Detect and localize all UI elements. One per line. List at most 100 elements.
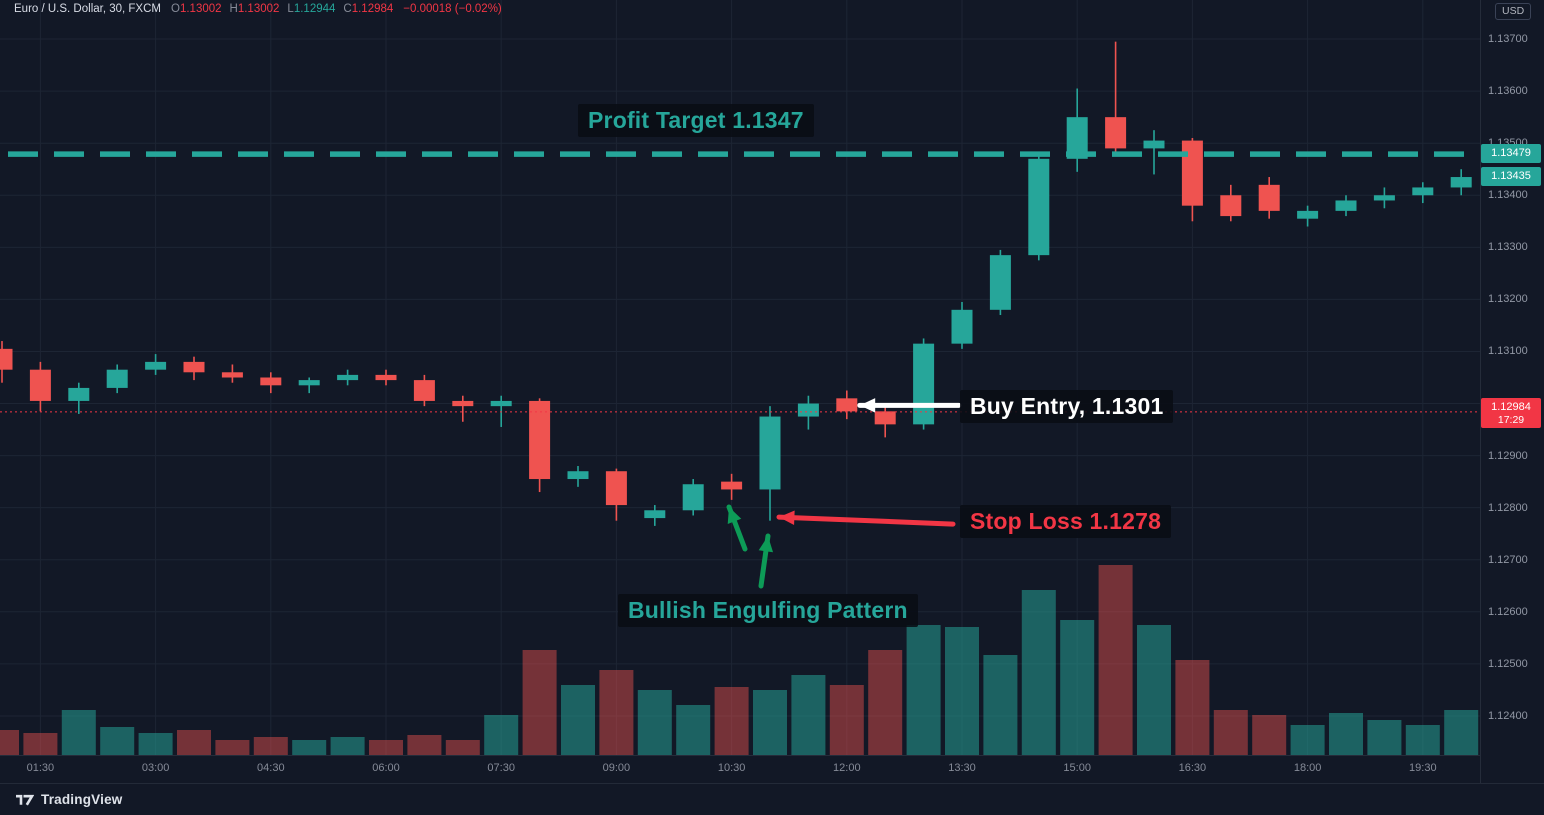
candle-body bbox=[375, 374, 397, 381]
volume-bar bbox=[215, 740, 250, 755]
volume-bar bbox=[292, 740, 327, 755]
volume-bar bbox=[1060, 620, 1095, 755]
bullish-engulfing-label: Bullish Engulfing Pattern bbox=[618, 594, 918, 627]
candle-body bbox=[29, 369, 51, 401]
candle-body bbox=[989, 255, 1011, 310]
candle-body bbox=[1297, 210, 1319, 219]
candle-body bbox=[1373, 195, 1395, 201]
price-tick-label: 1.12500 bbox=[1488, 657, 1528, 670]
candle-body bbox=[1066, 117, 1088, 159]
candle-body bbox=[874, 411, 896, 425]
candlestick-chart-canvas[interactable] bbox=[0, 0, 1480, 755]
price-badge: 1.12984 17:29 bbox=[1481, 397, 1541, 428]
candle-body bbox=[221, 372, 243, 378]
volume-bar bbox=[23, 733, 58, 755]
buy-entry-label: Buy Entry, 1.1301 bbox=[960, 390, 1174, 423]
price-change: −0.00018 (−0.02%) bbox=[403, 3, 502, 15]
price-tick-label: 1.12600 bbox=[1488, 605, 1528, 618]
volume-bar bbox=[791, 675, 826, 755]
volume-bar bbox=[1021, 590, 1056, 755]
volume-bar bbox=[1290, 725, 1325, 755]
time-tick-label: 19:30 bbox=[1409, 762, 1437, 774]
price-countdown: 17:29 bbox=[1497, 413, 1525, 426]
volume-bar bbox=[1213, 710, 1248, 755]
price-badge[interactable]: 1.13435 bbox=[1481, 167, 1541, 187]
ohlc-open: O1.13002 bbox=[171, 3, 222, 15]
engulfing-arrow-head bbox=[727, 507, 742, 524]
price-tick-label: 1.12400 bbox=[1488, 709, 1528, 722]
volume-bar bbox=[177, 730, 211, 755]
time-tick-label: 01:30 bbox=[26, 762, 55, 774]
volume-bar bbox=[407, 735, 442, 755]
volume-bar bbox=[100, 727, 135, 755]
currency-badge[interactable]: USD bbox=[1495, 3, 1532, 20]
candle-body bbox=[951, 309, 973, 344]
candle-body bbox=[644, 510, 666, 519]
symbol-title[interactable]: Euro / U.S. Dollar, 30, FXCM bbox=[14, 3, 161, 15]
time-tick-label: 06:00 bbox=[372, 762, 400, 774]
ohlc-close: C1.12984 bbox=[343, 3, 394, 15]
volume-bar bbox=[1329, 713, 1363, 755]
time-tick-label: 15:00 bbox=[1063, 762, 1091, 774]
time-tick-label: 16:30 bbox=[1178, 762, 1207, 774]
volume-bar bbox=[1444, 710, 1479, 755]
candle-body bbox=[1258, 184, 1280, 211]
price-tick-label: 1.13700 bbox=[1488, 33, 1528, 46]
candle-body bbox=[183, 361, 205, 373]
volume-bar bbox=[906, 625, 941, 755]
price-tick-label: 1.13300 bbox=[1488, 241, 1528, 254]
tradingview-logo-icon[interactable] bbox=[14, 793, 34, 807]
candle-body bbox=[145, 361, 167, 370]
candle-body bbox=[797, 403, 819, 417]
ohlc-high: H1.13002 bbox=[229, 3, 280, 15]
volume-bar bbox=[676, 705, 711, 755]
time-tick-label: 12:00 bbox=[833, 762, 861, 774]
volume-bar bbox=[369, 740, 403, 755]
stop-loss-arrow bbox=[776, 514, 956, 527]
volume-bar bbox=[522, 650, 557, 755]
tradingview-brand[interactable]: TradingView bbox=[41, 792, 123, 807]
candle-body bbox=[1105, 117, 1127, 149]
volume-bar bbox=[138, 733, 173, 755]
candle-body bbox=[68, 387, 90, 401]
volume-bar bbox=[0, 730, 19, 755]
candle-body bbox=[605, 471, 627, 506]
price-axis[interactable]: USD 1.137001.136001.135001.134001.133001… bbox=[1480, 0, 1544, 783]
candle-body bbox=[1450, 177, 1472, 188]
stop-loss-arrow-head bbox=[779, 510, 795, 525]
volume-bar bbox=[1367, 720, 1402, 755]
volume-bar bbox=[561, 685, 595, 755]
price-tick-label: 1.13400 bbox=[1488, 189, 1528, 202]
time-axis[interactable]: 01:30 03:00 04:30 06:00 07:30 09:00 10:30 12:00… bbox=[0, 755, 1480, 783]
candle-body bbox=[260, 377, 282, 386]
candle-body bbox=[490, 400, 512, 407]
candle-body bbox=[337, 374, 359, 381]
candle-body bbox=[106, 369, 128, 388]
candle-body bbox=[1220, 195, 1242, 217]
footer-bar: TradingView bbox=[0, 783, 1544, 815]
volume-bar bbox=[445, 740, 480, 755]
volume-bar bbox=[1137, 625, 1171, 755]
price-badge[interactable]: 1.13479 bbox=[1481, 144, 1541, 164]
volume-bar bbox=[253, 737, 288, 755]
symbol-header: Euro / U.S. Dollar, 30, FXCM O1.13002 H1… bbox=[14, 3, 502, 15]
volume-bar bbox=[945, 627, 979, 755]
volume-bar bbox=[714, 687, 749, 755]
price-tick-label: 1.12700 bbox=[1488, 553, 1528, 566]
time-tick-label: 07:30 bbox=[487, 762, 515, 774]
price-tick-label: 1.13200 bbox=[1488, 293, 1528, 306]
stop-loss-label: Stop Loss 1.1278 bbox=[960, 505, 1172, 538]
candle-body bbox=[0, 348, 13, 370]
price-tick-label: 1.12800 bbox=[1488, 501, 1528, 514]
engulfing-arrow-head bbox=[758, 536, 774, 553]
time-tick-label: 10:30 bbox=[717, 762, 746, 774]
volume-bar bbox=[61, 710, 96, 755]
candle-body bbox=[452, 400, 474, 407]
ohlc-readout: O1.13002 H1.13002 L1.12944 C1.12984 bbox=[171, 3, 393, 15]
buy-entry-arrow-head bbox=[859, 398, 876, 413]
volume-bar bbox=[829, 685, 864, 755]
price-tick-label: 1.13100 bbox=[1488, 345, 1528, 358]
candle-body bbox=[1028, 158, 1050, 256]
volume-bar bbox=[753, 690, 787, 755]
time-tick-label: 09:00 bbox=[602, 762, 631, 774]
